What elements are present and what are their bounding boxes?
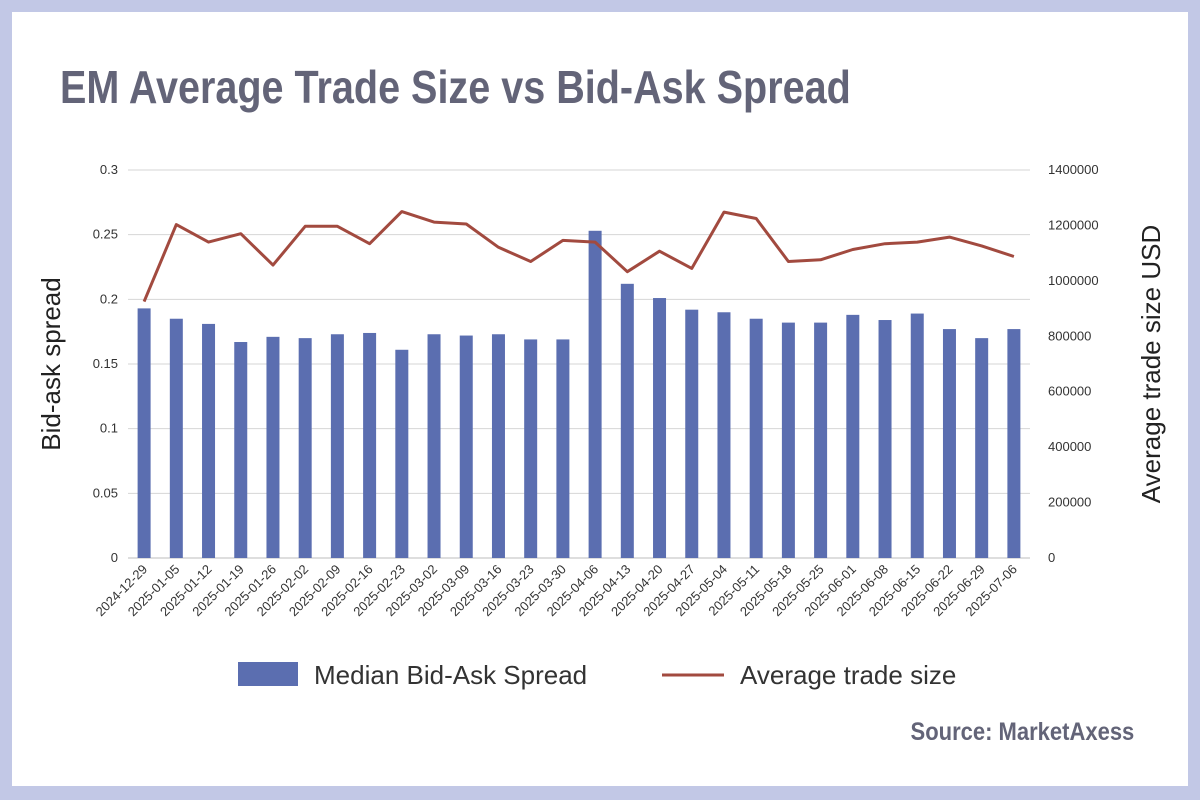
legend-swatch-spread [238,662,298,686]
source-label: Source: MarketAxess [910,718,1134,746]
chart-svg: 0 0.05 0.1 0.15 0.2 0.25 0.3 0 200000 400000 6000… [36,162,1166,690]
bar-2025-06-29 [975,338,989,558]
chart-card: EM Average Trade Size vs Bid-Ask Spread … [12,12,1188,786]
trade-size-line [142,210,1015,303]
right-axis: 0 200000 400000 600000 800000 1000000 1200000 1… [1048,162,1099,565]
line-series [142,210,1015,303]
bar-2025-02-23 [395,349,409,558]
right-tick-label: 400000 [1048,439,1091,454]
bar-2025-01-12 [202,323,216,558]
bar-2025-06-15 [910,313,924,558]
bar-2025-03-02 [427,334,441,558]
left-tick-label: 0 [111,550,118,565]
legend-label-spread: Median Bid-Ask Spread [314,660,587,690]
bar-2025-03-16 [491,334,505,558]
bar-2025-03-23 [524,339,538,558]
gridlines [128,169,1030,559]
left-tick-label: 0.2 [100,291,118,306]
bar-2025-06-01 [846,314,860,558]
bar-2025-01-19 [234,342,248,558]
bar-2025-05-11 [749,318,763,558]
left-tick-label: 0.1 [100,421,118,436]
legend-label-trade-size: Average trade size [740,660,956,690]
left-tick-label: 0.05 [93,485,118,500]
legend: Median Bid-Ask Spread Average trade size [238,660,956,690]
bar-2025-01-05 [169,318,183,558]
bar-2025-05-04 [717,312,731,558]
left-tick-label: 0.3 [100,162,118,177]
left-tick-label: 0.25 [93,227,118,242]
right-tick-label: 800000 [1048,328,1091,343]
chart-title: EM Average Trade Size vs Bid-Ask Spread [60,61,851,113]
bar-2025-05-18 [781,322,795,558]
bar-2025-02-02 [298,338,312,558]
bar-2025-04-06 [588,230,602,558]
bar-2025-03-30 [556,339,570,558]
bar-2025-04-13 [620,283,634,558]
left-axis: 0 0.05 0.1 0.15 0.2 0.25 0.3 [93,162,118,565]
bar-2025-05-25 [814,322,828,558]
left-axis-title: Bid-ask spread [36,277,66,450]
bar-2025-06-22 [942,329,956,558]
right-tick-label: 600000 [1048,384,1091,399]
right-axis-title: Average trade size USD [1136,225,1166,503]
bar-2025-06-08 [878,320,892,558]
right-tick-label: 0 [1048,550,1055,565]
right-tick-label: 1400000 [1048,162,1099,177]
bar-series [137,230,1021,558]
bar-2025-02-09 [330,334,344,558]
bar-2025-04-27 [685,309,699,558]
right-tick-label: 1200000 [1048,217,1099,232]
bar-2025-02-16 [363,332,377,558]
right-tick-label: 1000000 [1048,273,1099,288]
bar-2025-07-06 [1007,329,1021,558]
left-tick-label: 0.15 [93,356,118,371]
bar-2025-03-09 [459,335,473,558]
bar-2024-12-29 [137,308,151,558]
x-axis: 2024-12-292025-01-052025-01-122025-01-19… [93,562,1020,620]
right-tick-label: 200000 [1048,495,1091,510]
bar-2025-04-20 [653,298,667,558]
bar-2025-01-26 [266,336,280,558]
